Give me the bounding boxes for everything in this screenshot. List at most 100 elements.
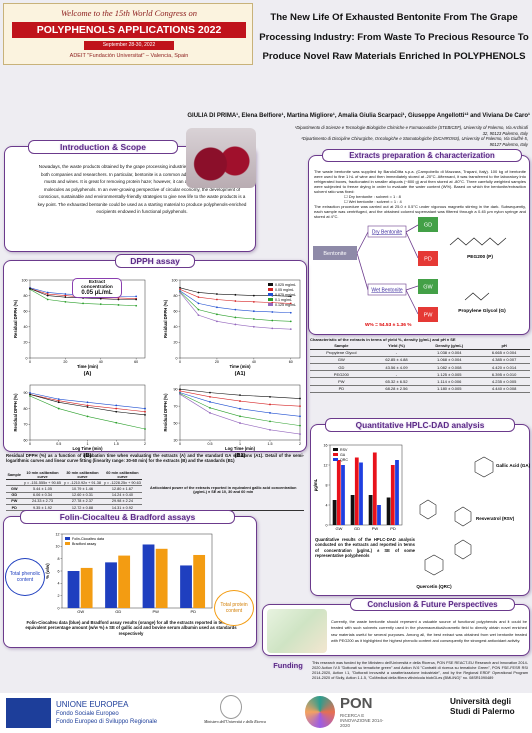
table-caption: Characteristic of the extracts in terms … [310, 337, 456, 342]
table-cell: 4.420 ± 0.014 [478, 363, 530, 372]
table-row: PEG200-1.125 ± 0.005 6.395 ± 0.010 [310, 370, 530, 379]
header-cell: Sample [6, 470, 23, 481]
option: ☐ Wet bentonite : solvent = 1 : 4 [344, 199, 402, 204]
intro-text: Nowadays, the waste products obtained by… [37, 164, 247, 214]
table-row: PW 65.32 ± 6.52 1.114 ± 0.006 4.235 ± 0.005 [310, 377, 530, 386]
table-header-row: Sample 10 min calibration curve 30 min cal… [6, 470, 304, 512]
annotation-value: 0.05 µL/mL [81, 290, 113, 296]
table-cell: 5.44 ± 1.05 [22, 485, 63, 493]
equation-row: y = -151.555x + 90.65 y = -1210.92x + 91.… [6, 479, 304, 487]
table-cell: GD [6, 492, 23, 499]
callout-phenolic: Total phenolic content [5, 558, 45, 596]
table-cell: 4.235 ± 0.005 [478, 377, 530, 386]
table-cell: 1.068 ± 0.004 [420, 356, 479, 364]
logo-bar: UNIONE EUROPEA Fondo Sociale Europeo Fon… [0, 693, 532, 733]
extracts-box: The waste bentonite was supplied by Baro… [308, 155, 530, 335]
dpph-heading: DPPH assay [115, 254, 195, 268]
table-cell: 6.665 ± 0.004 [478, 349, 530, 357]
extracts-text: The waste bentonite was supplied by Baro… [314, 169, 526, 219]
ministry-emblem [220, 695, 242, 719]
option-text: Wet bentonite : solvent = 1 : 4 [348, 199, 402, 204]
fesr-label: Fondo Europeo di Sviluppo Regionale [56, 719, 158, 725]
hplc-caption: Quantitative results of the HPLC-DAD ana… [315, 537, 415, 559]
table-cell: 1.082 ± 0.008 [420, 363, 479, 372]
extracts-heading: Extracts preparation & characterization [322, 149, 522, 162]
table-row: PW 24.33 ± 2.73 27.78 ± 2.37 29.98 ± 2.24 [6, 498, 304, 505]
table-cell: 6.395 ± 0.010 [478, 370, 530, 379]
option-text: Dry bentonite : solvent = 1 : 8 [348, 194, 401, 199]
table-cell: 4.385 ± 0.007 [478, 356, 530, 364]
authors: GIULIA DI PRIMA¹, Elena Belfiore¹, Marti… [187, 113, 530, 119]
table-row: GW 62.85 ± 4.88 1.068 ± 0.004 4.385 ± 0.007 [310, 356, 530, 364]
characteristics-table: Sample Yield (%) Density (g/mL) pH Propylene… [310, 342, 530, 393]
dpph-caption: Residual DPPH (%) as a function of incub… [6, 453, 304, 464]
table-header-row: Sample Yield (%) Density (g/mL) pH [310, 342, 530, 350]
table-cell: 62.85 ± 4.88 [372, 356, 421, 364]
table-cell: - [372, 349, 421, 357]
characteristics-table-block: Characteristic of the extracts in terms … [310, 337, 530, 393]
fse-label: Fondo Sociale Europeo [56, 711, 119, 717]
conclusion-text: Currently, the waste bentonite should re… [331, 619, 527, 643]
header-cell: 60 min calibration curve [102, 470, 143, 481]
equation-cell: y = -151.555x + 90.65 [22, 479, 63, 487]
table-cell: - [372, 370, 421, 379]
funding-heading: Funding [273, 661, 303, 670]
banner-congress: POLYPHENOLS APPLICATIONS 2022 [12, 22, 246, 38]
affiliations: ¹Dipartimento di Scienze e Tecnologie Bi… [290, 125, 528, 147]
table-cell: 68.28 ± 2.56 [372, 385, 421, 393]
table-cell: GW [6, 485, 23, 493]
dpph-table-block: Sample 10 min calibration curve 30 min cal… [6, 470, 304, 512]
option: ☐ Dry bentonite : solvent = 1 : 8 [344, 194, 401, 199]
table-cell: 14.24 ± 0.40 [102, 492, 143, 499]
affiliation: ²Dipartimento di Discipline Chirurgiche,… [301, 136, 528, 147]
table-cell: PD [310, 385, 373, 393]
banner-venue: ADEIT "Fundación Universitat" – Valencia… [69, 53, 189, 59]
table-cell: GW [310, 356, 373, 364]
intro-heading: Introduction & Scope [28, 140, 178, 154]
header-cell: Antioxidant power of the extracts report… [142, 470, 304, 512]
table-cell: 27.78 ± 2.37 [62, 498, 103, 505]
table-cell: 12.80 ± 1.67 [102, 485, 143, 493]
callout-protein: Total protein content [214, 590, 254, 626]
header-cell: Sample [310, 342, 373, 350]
dpph-table: Sample 10 min calibration curve 30 min cal… [6, 470, 304, 512]
funding-text: This research was funded by the Minister… [312, 661, 528, 680]
table-cell: 43.56 ± 4.09 [372, 363, 421, 372]
banner-dates: September 28-30, 2022 [84, 41, 174, 50]
table-cell: 6.06 ± 0.34 [22, 492, 63, 499]
table-row: GD 6.06 ± 0.34 12.60 ± 0.31 14.24 ± 0.40 [6, 492, 304, 499]
annotation-title: Extract concentration [81, 280, 113, 290]
folin-heading: Folin-Ciocalteu & Bradford assays [20, 510, 235, 524]
pon-emblem [305, 696, 335, 728]
table-cell: 1.125 ± 0.005 [420, 370, 479, 379]
dpph-annotation: Extract concentration 0.05 µL/mL [72, 278, 122, 298]
dpph-box [3, 260, 307, 452]
hplc-heading: Quantitative HPLC-DAD analysis [325, 418, 515, 432]
table-cell: 1.038 ± 0.004 [420, 349, 479, 357]
table-cell: 12.60 ± 0.31 [62, 492, 103, 499]
header-cell: Yield (%) [372, 342, 421, 350]
eu-label: UNIONE EUROPEA [56, 700, 129, 709]
table-row: GW 5.44 ± 1.05 10.79 ± 1.46 12.80 ± 1.67 [6, 485, 304, 493]
affiliation: ¹Dipartimento di Scienze e Tecnologie Bi… [294, 125, 528, 136]
table-cell: PD [6, 504, 23, 512]
pon-label: PON [340, 695, 373, 712]
wine-image [186, 128, 256, 188]
equation-cell: y = -1228.25x + 90.63 [102, 479, 143, 487]
hplc-box: Quantitative results of the HPLC-DAD ana… [310, 424, 530, 596]
congress-banner: Welcome to the 15th World Congress on PO… [3, 3, 253, 65]
table-cell: 29.98 ± 2.24 [102, 498, 143, 505]
header-cell: 10 min calibration curve [22, 470, 63, 481]
table-cell: 1.180 ± 0.005 [420, 385, 479, 393]
folin-caption: Folin-Ciocalteu data (blue) and Bradford… [25, 620, 237, 636]
conclusion-box: Currently, the waste bentonite should re… [262, 604, 530, 656]
table-cell [6, 479, 23, 487]
header-cell: 30 min calibration curve [62, 470, 103, 481]
table-cell: GD [310, 363, 373, 372]
extracts-paragraph: The waste bentonite was supplied by Baro… [314, 169, 526, 194]
extracts-paragraph: The extraction procedure was carried out… [314, 204, 526, 219]
conclusion-heading: Conclusion & Future Perspectives [350, 598, 515, 611]
eu-flag [6, 698, 51, 728]
table-row: Propylene Glycol -1.038 ± 0.004 6.665 ± 0.… [310, 349, 530, 357]
